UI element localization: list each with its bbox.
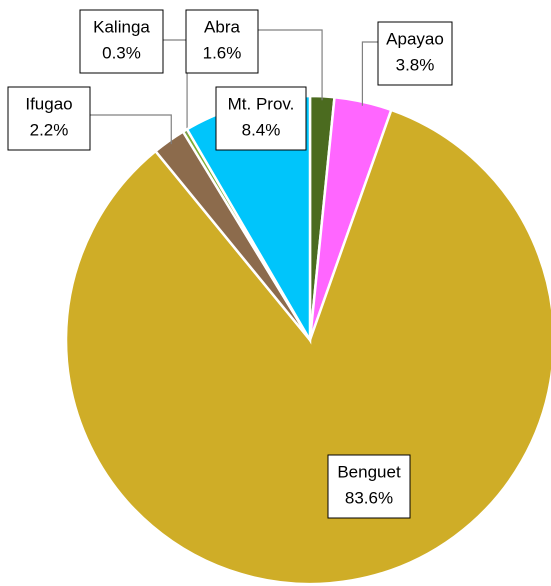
data-label: 0.3% [102,43,141,62]
data-label-box [327,454,411,519]
category-label: Apayao [386,29,444,48]
category-label: Abra [204,17,240,36]
data-label: 2.2% [30,120,69,139]
data-label: 83.6% [345,488,393,507]
pie-slice [64,108,551,586]
data-label-box [185,9,259,74]
data-label: 8.4% [242,120,281,139]
data-label-box [7,86,91,151]
data-label: 1.6% [203,43,242,62]
leader-line [90,114,172,145]
category-label: Benguet [337,462,401,481]
data-label-box [79,9,164,74]
leader-line [163,39,188,134]
data-label-box [215,86,307,151]
category-label: Kalinga [93,17,150,36]
leader-line [361,41,378,106]
data-label: 3.8% [396,55,435,74]
leader-line [258,29,323,101]
category-label: Mt. Prov. [228,94,295,113]
category-label: Ifugao [25,94,72,113]
data-label-box [377,21,453,86]
